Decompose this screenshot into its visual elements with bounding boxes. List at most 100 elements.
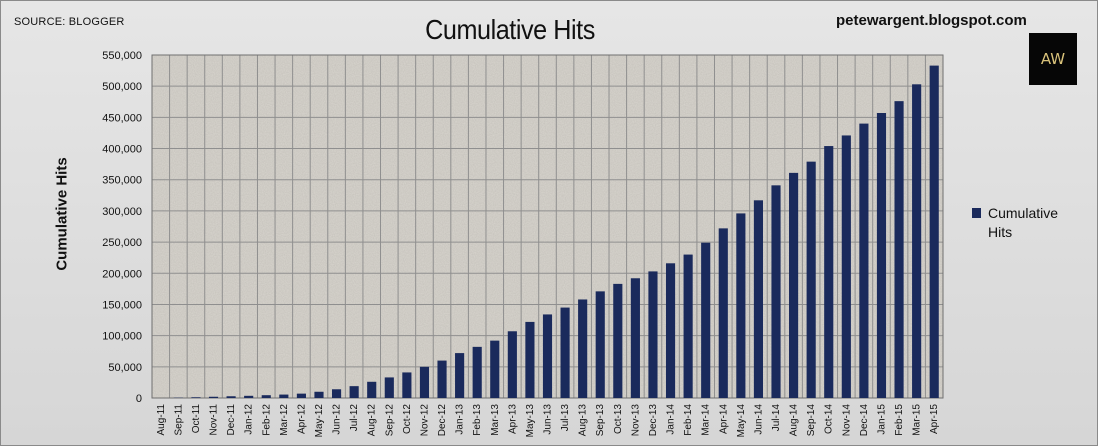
x-tick-label: Nov-13 [630, 404, 641, 437]
bar [261, 395, 271, 398]
x-tick-label: Aug-12 [367, 404, 378, 437]
bar [279, 394, 289, 398]
x-tick-label: Feb-15 [894, 404, 905, 436]
x-tick-label: Jan-12 [244, 404, 255, 435]
y-tick-label: 200,000 [102, 268, 142, 280]
y-tick-label: 350,000 [102, 175, 142, 187]
x-tick-label: Oct-12 [402, 404, 413, 434]
x-tick-label: May-13 [525, 404, 536, 438]
bar [912, 84, 922, 398]
bar [824, 146, 834, 398]
y-axis: 0 50,000 100,000 150,000 200,000 250,000 300,0… [102, 50, 142, 405]
bar [419, 366, 430, 398]
bar [841, 135, 851, 398]
y-tick-label: 300,000 [102, 206, 142, 218]
bar [789, 172, 799, 398]
x-tick-label: Aug-13 [578, 404, 589, 437]
bar [402, 372, 412, 398]
x-axis: Aug-11 Sep-11 Oct-11 Nov-11 Dec-11 Jan-12 Feb-… [156, 404, 940, 438]
aw-logo: AW [1029, 33, 1077, 85]
x-tick-label: Jan-14 [666, 404, 677, 435]
x-tick-label: Sep-12 [384, 404, 395, 437]
bar [665, 263, 676, 398]
bar [542, 314, 553, 398]
x-tick-label: May-14 [736, 404, 747, 438]
bar-series [173, 65, 939, 399]
y-tick-label: 400,000 [102, 144, 142, 156]
x-tick-label: Feb-13 [472, 404, 483, 436]
x-tick-label: Dec-13 [648, 404, 659, 437]
legend: Cumulative Hits [972, 204, 1082, 242]
x-tick-label: Jul-13 [560, 404, 571, 432]
bar [613, 283, 623, 398]
bar [331, 389, 342, 398]
x-tick-label: Jun-12 [332, 404, 343, 435]
bar [630, 278, 640, 398]
x-tick-label: Jun-14 [753, 404, 764, 435]
logo-text: AW [1040, 50, 1066, 68]
bar [226, 396, 236, 398]
x-tick-label: Mar-13 [490, 404, 501, 436]
bar [771, 185, 781, 398]
x-tick-label: May-12 [314, 404, 325, 438]
bar [859, 123, 869, 398]
bar [578, 299, 588, 398]
x-tick-label: Apr-12 [296, 404, 307, 434]
bar [208, 396, 219, 398]
x-tick-label: Oct-13 [613, 404, 624, 434]
bar [876, 112, 887, 399]
bar [560, 307, 570, 398]
x-tick-label: Jul-14 [771, 404, 782, 432]
x-tick-label: Feb-14 [683, 404, 694, 436]
bar [314, 391, 324, 398]
x-tick-label: Sep-13 [595, 404, 606, 437]
bar [349, 386, 359, 398]
x-tick-label: Apr-14 [718, 404, 729, 434]
bar [683, 254, 693, 398]
x-tick-label: Jan-15 [876, 404, 887, 435]
source-label: SOURCE: BLOGGER [14, 16, 125, 28]
bar [736, 213, 746, 398]
x-tick-label: Nov-11 [209, 404, 220, 436]
bar [490, 340, 500, 398]
bar [806, 161, 816, 398]
y-tick-label: 0 [136, 393, 142, 405]
x-tick-label: Mar-15 [912, 404, 923, 436]
x-tick-label: Apr-13 [507, 404, 518, 434]
x-tick-label: Dec-11 [226, 404, 237, 436]
x-tick-label: Jun-13 [543, 404, 554, 435]
x-tick-label: Aug-14 [789, 404, 800, 437]
bar [718, 228, 728, 398]
y-axis-label: Cumulative Hits [53, 157, 71, 271]
bar [507, 331, 517, 398]
bar [894, 101, 904, 398]
y-tick-label: 500,000 [102, 81, 142, 93]
chart-title: Cumulative Hits [425, 14, 595, 45]
legend-label: Cumulative Hits [988, 205, 1059, 240]
x-tick-label: Dec-12 [437, 404, 448, 437]
bar [753, 200, 764, 398]
x-tick-label: Mar-14 [701, 404, 712, 436]
bar [455, 353, 465, 398]
y-tick-label: 150,000 [102, 299, 142, 311]
bar [525, 321, 535, 398]
bar [648, 271, 658, 398]
x-tick-label: Apr-15 [929, 404, 940, 434]
y-tick-label: 550,000 [102, 50, 142, 62]
x-tick-label: Oct-11 [191, 404, 202, 434]
x-tick-label: Feb-12 [261, 404, 272, 436]
bar [296, 393, 306, 398]
bar [244, 395, 254, 398]
x-tick-label: Dec-14 [859, 404, 870, 437]
y-tick-label: 100,000 [102, 331, 142, 343]
bar [384, 377, 394, 398]
x-tick-label: Aug-11 [156, 404, 167, 436]
x-tick-label: Sep-11 [173, 404, 184, 436]
x-tick-label: Mar-12 [279, 404, 290, 436]
bar [437, 360, 447, 398]
site-url: petewargent.blogspot.com [836, 12, 1027, 29]
x-tick-label: Jan-13 [455, 404, 466, 435]
x-tick-label: Sep-14 [806, 404, 817, 437]
bar [367, 381, 377, 398]
